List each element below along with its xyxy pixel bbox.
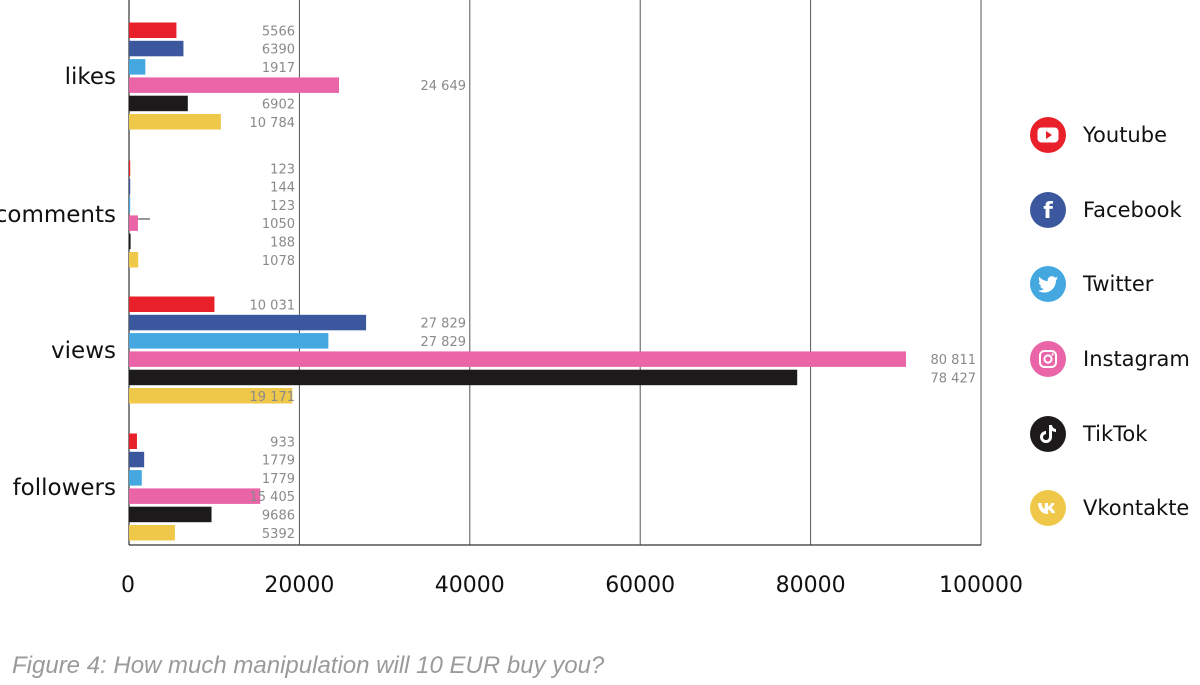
data-label: 9686 <box>262 508 295 523</box>
data-label: 5392 <box>262 527 295 542</box>
x-tick-label: 60000 <box>605 573 675 598</box>
data-label: 123 <box>270 199 295 214</box>
bar-instagram-likes <box>129 77 340 93</box>
data-label: 24 649 <box>421 79 467 94</box>
data-label: 27 829 <box>421 335 467 350</box>
bar-tiktok-views <box>129 369 798 386</box>
bar-twitter-followers <box>129 470 142 486</box>
legend-label: Twitter <box>1083 272 1154 297</box>
data-label: 123 <box>270 162 295 177</box>
twitter-icon <box>1030 266 1066 303</box>
tiktok-icon <box>1030 415 1066 452</box>
bar-facebook-likes <box>129 40 184 57</box>
x-tick-label: 40000 <box>435 573 505 598</box>
bar-vkontakte-views <box>129 388 293 404</box>
figure-caption: Figure 4: How much manipulation will 10 … <box>12 652 605 679</box>
category-label: likes <box>65 64 116 90</box>
data-label: 144 <box>270 181 295 196</box>
data-label: 1779 <box>262 472 295 487</box>
legend-item-youtube: Youtube <box>1030 98 1200 173</box>
x-tick-label: 80000 <box>776 573 846 598</box>
facebook-icon: f <box>1030 191 1066 228</box>
data-label: 933 <box>270 435 295 450</box>
data-label: 80 811 <box>931 353 977 368</box>
category-label: views <box>51 338 116 364</box>
legend: Youtube f Facebook Twitter Instagram Tik… <box>1030 98 1200 546</box>
legend-item-vkontakte: Vkontakte <box>1030 471 1200 546</box>
bar-tiktok-comments <box>129 233 131 250</box>
bar-youtube-followers <box>129 433 137 449</box>
bar-youtube-comments <box>129 160 131 176</box>
data-label: 1078 <box>262 254 295 269</box>
data-label: 27 829 <box>421 317 467 332</box>
bar-instagram-followers <box>129 488 261 504</box>
legend-label: Vkontakte <box>1083 496 1190 521</box>
category-label: followers <box>13 475 116 501</box>
bar-facebook-comments <box>129 178 131 195</box>
data-label: 1779 <box>262 454 295 469</box>
data-label: 19 171 <box>250 390 296 405</box>
bar-twitter-comments <box>129 197 131 213</box>
instagram-icon <box>1030 341 1066 378</box>
bar-vkontakte-followers <box>129 525 175 541</box>
data-label: 1917 <box>262 61 295 76</box>
bar-instagram-comments <box>129 215 138 231</box>
bar-facebook-followers <box>129 451 145 468</box>
x-tick-label: 20000 <box>264 573 334 598</box>
data-label: 5566 <box>262 24 295 39</box>
data-label: 188 <box>270 235 295 250</box>
data-label: 10 784 <box>250 116 296 131</box>
legend-label: TikTok <box>1083 421 1148 446</box>
bar-youtube-views <box>129 296 215 312</box>
legend-item-tiktok: TikTok <box>1030 396 1200 471</box>
legend-label: Youtube <box>1083 123 1167 148</box>
legend-label: Facebook <box>1083 197 1182 222</box>
bar-instagram-views <box>129 351 907 367</box>
bar-twitter-views <box>129 333 329 349</box>
data-label: 1050 <box>262 217 295 232</box>
legend-item-twitter: Twitter <box>1030 247 1200 322</box>
youtube-icon <box>1030 117 1066 154</box>
data-label: 6902 <box>262 97 295 112</box>
bar-youtube-likes <box>129 22 177 38</box>
bar-facebook-views <box>129 314 367 331</box>
data-label: 15 405 <box>250 490 296 505</box>
x-tick-label: 0 <box>121 573 135 598</box>
bar-vkontakte-comments <box>129 252 139 268</box>
bar-twitter-likes <box>129 59 146 75</box>
legend-item-instagram: Instagram <box>1030 322 1200 397</box>
x-tick-label: 100000 <box>939 573 1023 598</box>
legend-label: Instagram <box>1083 347 1190 372</box>
data-label: 6390 <box>262 43 295 58</box>
data-label: 10 031 <box>250 298 296 313</box>
legend-item-facebook: f Facebook <box>1030 173 1200 248</box>
vkontakte-icon <box>1030 490 1066 527</box>
data-label: 78 427 <box>931 371 977 386</box>
bar-tiktok-likes <box>129 95 188 112</box>
bar-tiktok-followers <box>129 506 212 523</box>
category-label: comments <box>0 202 116 228</box>
bar-vkontakte-likes <box>129 114 221 130</box>
